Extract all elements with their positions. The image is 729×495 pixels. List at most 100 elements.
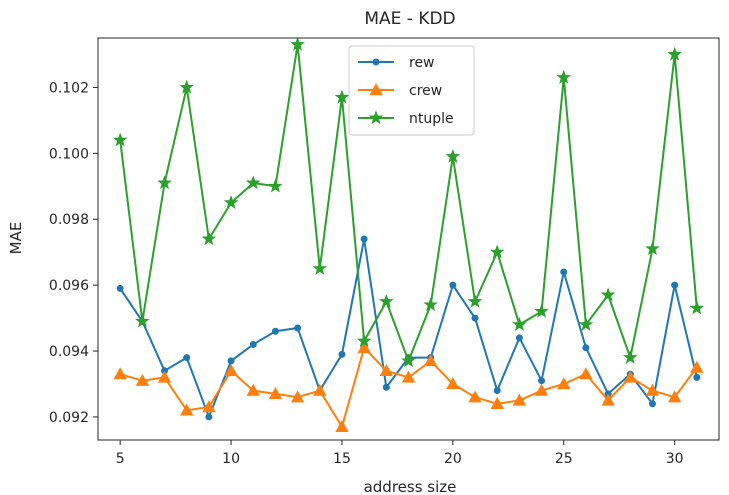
data-point-rew [205,413,213,421]
data-point-crew [490,396,504,409]
data-point-ntuple [135,313,150,328]
data-point-rew [493,387,501,395]
y-tick-label: 0.092 [49,410,89,426]
data-point-ntuple [534,303,549,318]
legend-marker [369,83,383,96]
x-tick-label: 30 [666,451,684,467]
data-point-ntuple [179,79,195,94]
x-tick-label: 20 [444,451,462,467]
series-crew [113,340,704,433]
legend-marker [368,110,384,125]
data-point-crew [335,419,349,433]
y-axis-label: MAE [7,222,25,255]
legend-item-crew: crew [358,83,442,99]
data-point-crew [224,363,238,377]
data-point-ntuple [112,132,128,147]
data-point-ntuple [268,178,283,193]
plot-frame [97,37,720,441]
series-ntuple [112,38,705,368]
data-point-ntuple [201,231,217,246]
data-point-crew [534,383,549,396]
data-point-ntuple [600,287,616,302]
data-point-ntuple [489,244,505,259]
data-point-crew [401,370,416,383]
data-point-ntuple [667,46,682,61]
data-point-ntuple [157,175,172,190]
data-point-rew [183,354,191,362]
data-point-rew [382,383,390,391]
data-point-ntuple [290,38,305,51]
plot-area [112,38,705,433]
series-group [112,38,705,433]
legend-label: ntuple [409,111,454,127]
y-tick-label: 0.100 [49,146,89,162]
data-point-ntuple [445,148,461,163]
data-point-rew [582,344,590,352]
data-point-ntuple [401,353,416,368]
data-point-crew [357,340,371,353]
x-tick-label: 15 [333,451,351,467]
data-point-rew [515,334,523,342]
data-point-rew [693,373,701,381]
data-point-rew [249,340,257,348]
x-tick-label: 5 [116,451,125,467]
data-point-rew [338,350,346,358]
data-point-rew [471,314,479,322]
data-point-crew [268,387,283,400]
data-point-rew [360,235,368,243]
data-point-ntuple [423,297,438,312]
data-point-ntuple [689,300,705,315]
x-axis-label: address size [364,478,457,495]
x-tick-label: 10 [222,451,240,467]
chart-title: MAE - KDD [364,9,455,29]
data-point-crew [135,373,150,386]
data-point-crew [446,377,460,390]
axes: 5 10 15 20 25 30 0.092 0.094 0.096 0.098 0.100 0.10… [49,37,720,467]
data-point-crew [468,390,482,403]
data-point-crew [623,370,637,383]
data-point-crew [113,367,127,380]
legend: rew crew ntuple [348,45,475,136]
legend-item-rew: rew [358,55,435,71]
data-point-crew [512,393,527,406]
legend-label: rew [409,55,435,71]
data-point-ntuple [223,195,239,209]
data-point-rew [271,327,279,335]
data-point-ntuple [645,241,660,256]
y-tick-label: 0.098 [49,212,89,228]
data-point-ntuple [312,261,328,275]
data-point-crew [690,360,704,373]
data-point-ntuple [622,349,638,364]
data-point-ntuple [356,333,372,348]
data-point-crew [379,363,394,377]
data-point-ntuple [578,317,594,331]
data-point-ntuple [556,69,572,84]
data-point-rew [648,400,656,408]
data-point-ntuple [467,293,483,308]
data-point-crew [313,383,327,396]
data-point-rew [294,324,302,332]
y-tick-label: 0.094 [49,344,89,360]
data-point-ntuple [245,175,261,190]
data-point-crew [246,383,260,396]
legend-item-ntuple: ntuple [358,110,454,127]
data-point-rew [671,281,679,289]
data-point-crew [557,377,571,390]
data-point-ntuple [512,317,527,331]
data-point-ntuple [379,293,394,308]
data-point-rew [116,284,124,292]
data-point-crew [645,383,660,396]
data-point-ntuple [334,89,350,104]
data-point-crew [667,390,682,403]
data-point-crew [290,390,305,403]
y-tick-label: 0.102 [49,80,89,96]
x-tick-label: 25 [555,451,573,467]
data-point-crew [601,393,615,406]
data-point-crew [157,370,172,383]
data-point-rew [227,357,235,365]
data-point-crew [423,354,438,367]
legend-label: crew [409,83,442,99]
data-point-rew [560,268,568,276]
data-point-crew [202,400,216,413]
